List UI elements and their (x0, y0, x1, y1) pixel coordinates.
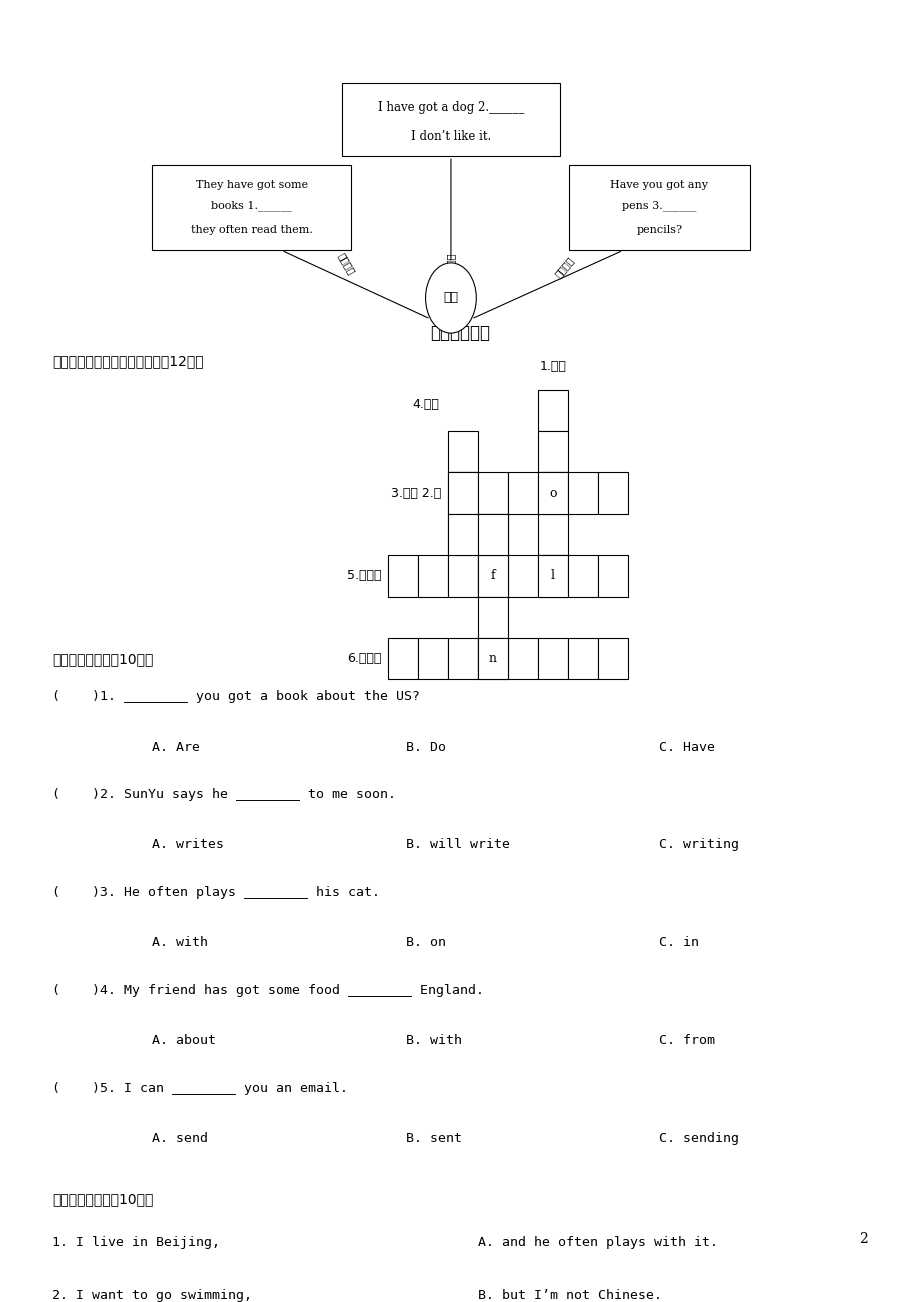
Bar (448, 514, 478, 555)
FancyBboxPatch shape (568, 165, 749, 250)
Bar (538, 473, 567, 514)
Text: I have got a dog 2.______: I have got a dog 2.______ (378, 100, 524, 113)
Text: 2. I want to go swimming,: 2. I want to go swimming, (52, 1289, 252, 1302)
Text: (    )3. He often plays ________ his cat.: ( )3. He often plays ________ his cat. (52, 887, 380, 900)
Bar (538, 514, 567, 555)
Text: books 1.______: books 1.______ (211, 199, 291, 211)
Bar (448, 473, 478, 514)
Bar (448, 473, 478, 514)
Text: C. Have: C. Have (659, 741, 715, 754)
Text: they often read them.: they often read them. (190, 225, 312, 236)
Bar (507, 555, 538, 596)
Text: C. sending: C. sending (659, 1131, 739, 1144)
Bar (538, 389, 567, 431)
Text: f: f (490, 569, 494, 582)
Bar (388, 638, 418, 680)
FancyBboxPatch shape (342, 83, 559, 156)
Text: (    )2. SunYu says he ________ to me soon.: ( )2. SunYu says he ________ to me soon. (52, 788, 396, 801)
Bar (478, 473, 507, 514)
Text: A. about: A. about (152, 1034, 216, 1047)
Bar (597, 473, 627, 514)
Text: They have got some: They have got some (196, 180, 307, 190)
Bar (478, 638, 507, 680)
Bar (597, 555, 627, 596)
Text: 转折关系: 转折关系 (446, 253, 456, 276)
Text: 2: 2 (858, 1232, 867, 1246)
Bar (478, 596, 507, 638)
Bar (478, 555, 507, 596)
Bar (478, 555, 507, 596)
Bar (567, 473, 597, 514)
Bar (538, 473, 567, 514)
Text: A. with: A. with (152, 936, 208, 949)
Text: B. will write: B. will write (405, 838, 509, 852)
Text: o: o (549, 487, 556, 500)
Text: B. but I’m not Chinese.: B. but I’m not Chinese. (478, 1289, 662, 1302)
Bar (418, 638, 448, 680)
Circle shape (425, 263, 476, 333)
Text: A. send: A. send (152, 1131, 208, 1144)
Bar (478, 514, 507, 555)
Text: pens 3.______: pens 3.______ (621, 199, 696, 211)
Bar (538, 431, 567, 473)
Bar (448, 431, 478, 473)
Text: I don’t like it.: I don’t like it. (411, 130, 491, 143)
Text: C. from: C. from (659, 1034, 715, 1047)
Text: 3.经常 2.叉: 3.经常 2.叉 (391, 487, 440, 500)
Text: 并列关系: 并列关系 (336, 251, 357, 277)
Bar (538, 555, 567, 596)
Text: C. writing: C. writing (659, 838, 739, 852)
Text: 5.困难的: 5.困难的 (346, 569, 380, 582)
Bar (478, 638, 507, 680)
Text: B. with: B. with (405, 1034, 461, 1047)
Text: l: l (550, 569, 554, 582)
Text: B. sent: B. sent (405, 1131, 461, 1144)
Text: 模块强化检测: 模块强化检测 (429, 324, 490, 342)
Bar (597, 638, 627, 680)
Text: 二、单项选择。（10分）: 二、单项选择。（10分） (52, 652, 153, 667)
Text: (    )1. ________ you got a book about the US?: ( )1. ________ you got a book about the … (52, 690, 420, 703)
Bar (538, 555, 567, 596)
Bar (448, 514, 478, 555)
Bar (448, 555, 478, 596)
Bar (448, 638, 478, 680)
Text: C. in: C. in (659, 936, 698, 949)
Text: n: n (489, 652, 496, 665)
Text: 三、连线成句。（10分）: 三、连线成句。（10分） (52, 1191, 153, 1206)
Text: A. Are: A. Are (152, 741, 199, 754)
Bar (478, 514, 507, 555)
FancyBboxPatch shape (152, 165, 351, 250)
Text: (    )5. I can ________ you an email.: ( )5. I can ________ you an email. (52, 1082, 348, 1095)
Bar (507, 473, 538, 514)
Text: pencils?: pencils? (636, 225, 682, 236)
Text: 4.餐刀: 4.餐刀 (412, 397, 438, 410)
Bar (418, 555, 448, 596)
Text: 连词: 连词 (443, 292, 458, 305)
Bar (567, 555, 597, 596)
Text: 选择关系: 选择关系 (552, 254, 575, 279)
Text: B. on: B. on (405, 936, 445, 949)
Bar (567, 638, 597, 680)
Text: (    )4. My friend has got some food ________ England.: ( )4. My friend has got some food ______… (52, 984, 483, 997)
Bar (507, 638, 538, 680)
Text: A. and he often plays with it.: A. and he often plays with it. (478, 1236, 718, 1249)
Text: Have you got any: Have you got any (609, 180, 708, 190)
Text: 一、根据汉语提示补全单词。（12分）: 一、根据汉语提示补全单词。（12分） (52, 354, 204, 367)
Bar (538, 638, 567, 680)
Text: 1.世界: 1.世界 (539, 361, 566, 374)
Text: 1. I live in Beijing,: 1. I live in Beijing, (52, 1236, 220, 1249)
Text: 6.日本的: 6.日本的 (346, 652, 380, 665)
Text: B. Do: B. Do (405, 741, 445, 754)
Text: A. writes: A. writes (152, 838, 223, 852)
Bar (388, 555, 418, 596)
